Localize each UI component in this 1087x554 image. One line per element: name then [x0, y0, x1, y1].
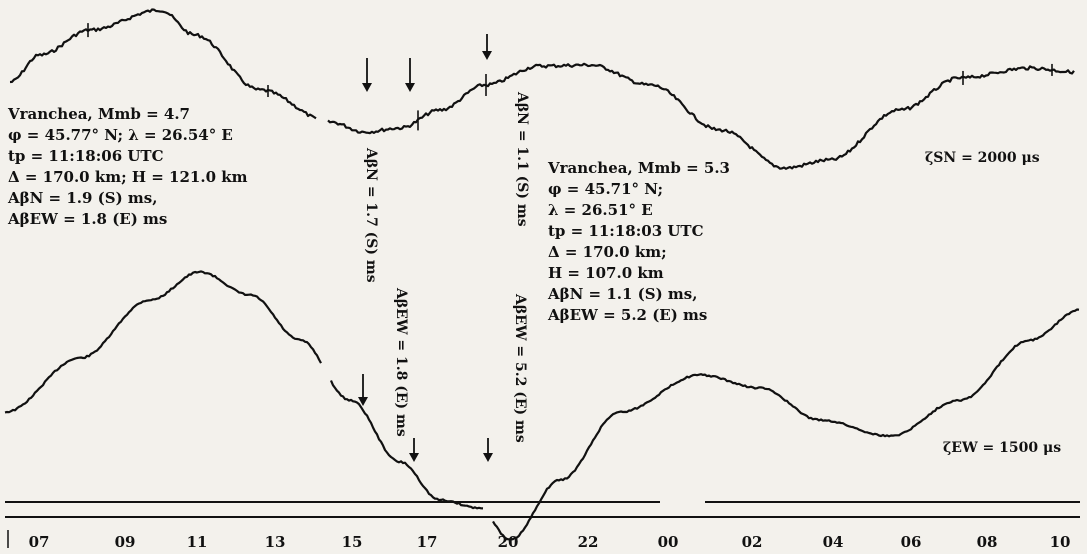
event-annotation-1: Vranchea, Mmb = 4.7 φ = 45.77° N; λ = 26… [8, 104, 248, 230]
x-tick-label: 17 [417, 533, 438, 551]
x-tick-label: 00 [658, 533, 679, 551]
event-arrows [358, 34, 493, 462]
event-2-line-8: AβEW = 5.2 (E) ms [548, 306, 708, 324]
event-arrow [405, 58, 415, 92]
trace-ew [4, 270, 1080, 541]
x-tick-label: 15 [342, 533, 363, 551]
event-2-line-2: φ = 45.71° N; [548, 180, 663, 198]
x-tick-label: 22 [578, 533, 599, 551]
arrow-label-ew-2: AβEW = 5.2 (E) ms [512, 294, 528, 443]
event-1-line-2: φ = 45.77° N; λ = 26.54° E [8, 126, 233, 144]
scale-label-sn: ζSN = 2000 μs [925, 150, 1040, 166]
event-2-line-1: Vranchea, Mmb = 5.3 [548, 159, 730, 177]
event-1-line-5: AβN = 1.9 (S) ms, [8, 189, 158, 207]
x-tick-label: 04 [823, 533, 844, 551]
event-2-line-4: tp = 11:18:03 UTC [548, 222, 704, 240]
event-2-line-3: λ = 26.51° E [548, 201, 653, 219]
event-arrow [358, 374, 368, 406]
traces [4, 8, 1080, 541]
scale-label-ew: ζEW = 1500 μs [943, 440, 1062, 456]
x-tick-label: 11 [187, 533, 208, 551]
event-2-line-6: H = 107.0 km [548, 264, 664, 282]
arrow-label-sn-2: AβN = 1.1 (S) ms [514, 92, 530, 227]
arrow-label-ew-1: AβEW = 1.8 (E) ms [393, 288, 409, 437]
trace-sn [9, 8, 1075, 170]
event-arrow [409, 438, 419, 462]
event-2-line-5: Δ = 170.0 km; [548, 243, 667, 261]
event-arrow [362, 58, 372, 92]
arrow-label-sn-1: AβN = 1.7 (S) ms [363, 148, 379, 283]
event-1-line-3: tp = 11:18:06 UTC [8, 147, 164, 165]
x-axis: 07 09 11 13 15 17 20 22 00 02 04 06 08 10 [7, 530, 1071, 551]
event-1-line-6: AβEW = 1.8 (E) ms [8, 210, 168, 228]
x-tick-label: 10 [1050, 533, 1071, 551]
event-arrow [482, 34, 492, 60]
x-tick-label: 07 [29, 533, 50, 551]
event-1-line-1: Vranchea, Mmb = 4.7 [8, 105, 190, 123]
event-1-line-4: Δ = 170.0 km; H = 121.0 km [8, 168, 248, 186]
event-2-line-7: AβN = 1.1 (S) ms, [548, 285, 698, 303]
x-tick-label: 06 [901, 533, 922, 551]
baselines [5, 501, 1080, 518]
x-tick-label: 13 [265, 533, 286, 551]
x-tick-label: 02 [742, 533, 763, 551]
x-tick-label: 08 [977, 533, 998, 551]
event-arrow [483, 438, 493, 462]
event-annotation-2: Vranchea, Mmb = 5.3 φ = 45.71° N; λ = 26… [548, 158, 730, 326]
x-tick-label: 09 [115, 533, 136, 551]
x-tick-label: 20 [498, 533, 519, 551]
